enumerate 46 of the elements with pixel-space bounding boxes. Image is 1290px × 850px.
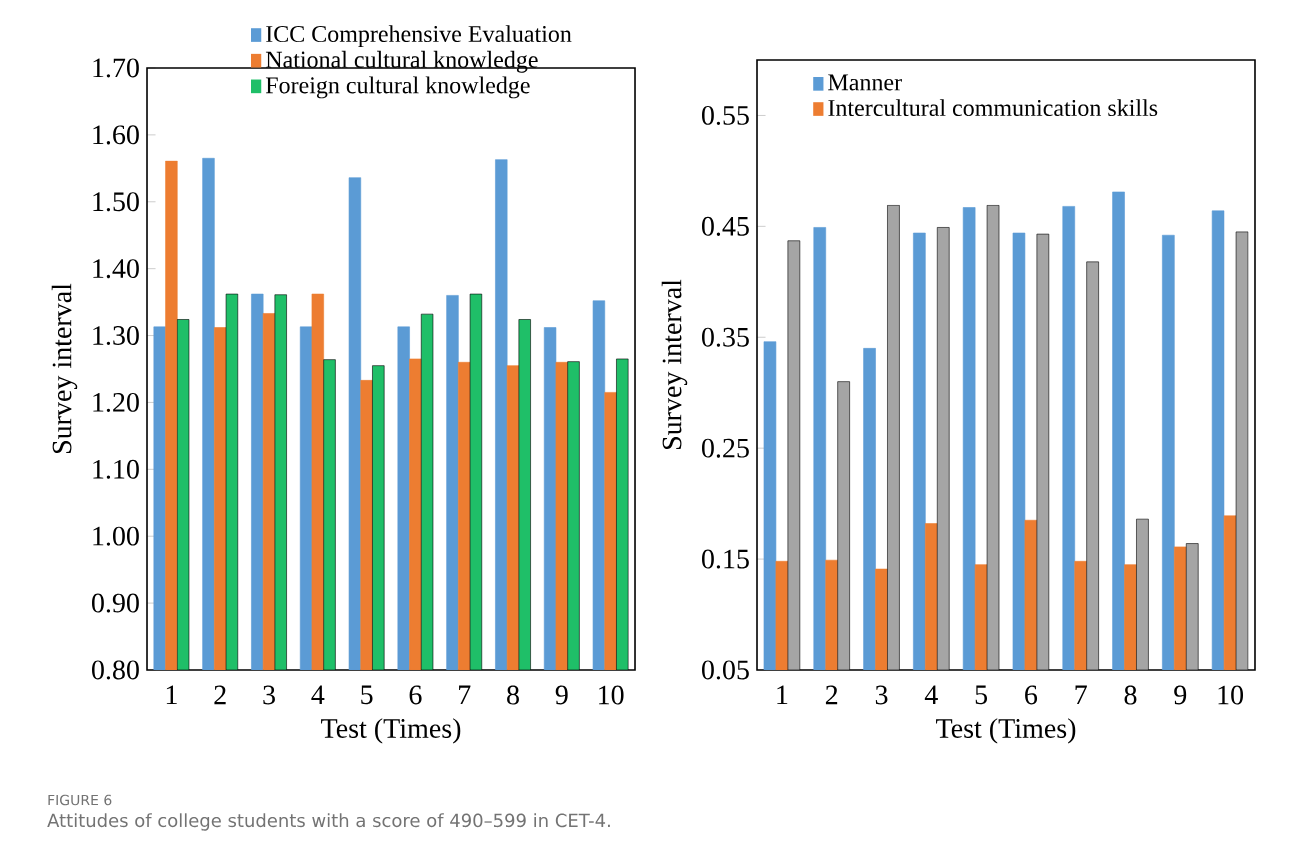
- y-tick-label: 1.60: [93, 125, 139, 145]
- text: Attitudes of college students with a score of 490–599 in CET-4.: [47, 813, 610, 831]
- x-axis-title: Test (Times): [321, 718, 461, 744]
- y-tick-label: 0.25: [702, 438, 749, 458]
- x-tick-label: 3: [263, 685, 275, 705]
- y-tick-label: 1.30: [93, 326, 139, 346]
- x-tick-label: 6: [1025, 685, 1038, 705]
- x-tick-label: 3: [875, 685, 888, 705]
- x-tick-label: 10: [599, 685, 624, 705]
- y-tick-label: 0.35: [702, 327, 749, 347]
- y-tick-label: 0.15: [702, 549, 749, 569]
- y-tick-label: 1.00: [93, 526, 139, 546]
- x-tick-label: 1: [777, 685, 788, 705]
- x-tick-label: 9: [555, 685, 568, 705]
- x-tick-label: 2: [825, 685, 838, 705]
- y-axis-title: Survey interval: [661, 279, 688, 450]
- caption: FIGURE 6: [48, 794, 112, 806]
- y-axis-title: Survey interval: [51, 283, 78, 454]
- x-tick-label: 8: [1124, 685, 1137, 705]
- x-tick-label: 5: [975, 685, 988, 705]
- x-tick-label: 7: [459, 685, 471, 704]
- x-tick-label: 1: [166, 685, 177, 705]
- y-tick-label: 1.10: [93, 459, 139, 479]
- y-tick-label: 1.70: [93, 58, 139, 78]
- legend-label: Foreign cultural knowledge: [265, 76, 530, 99]
- y-tick-label: 1.20: [93, 392, 139, 412]
- x-tick-label: 8: [507, 685, 519, 705]
- y-tick-label: 0.80: [92, 660, 139, 680]
- y-tick-label: 1.50: [93, 192, 139, 212]
- y-tick-label: 0.45: [702, 216, 749, 236]
- x-tick-label: 10: [1218, 685, 1244, 705]
- legend-label: Intercultural communication skills: [828, 99, 1158, 117]
- x-tick-label: 6: [409, 685, 422, 705]
- y-tick-label: 0.90: [92, 593, 139, 613]
- x-tick-label: 7: [1075, 685, 1087, 704]
- x-tick-label: 9: [1174, 685, 1187, 705]
- legend-label: Manner: [828, 74, 902, 91]
- y-tick-label: 0.05: [702, 660, 749, 680]
- x-tick-label: 4: [311, 685, 325, 705]
- x-tick-label: 2: [214, 685, 226, 705]
- legend-label: ICC Comprehensive Evaluation: [266, 25, 572, 47]
- y-tick-label: 0.55: [702, 105, 749, 125]
- x-axis-title: Test (Times): [936, 718, 1076, 744]
- y-tick-label: 1.40: [93, 259, 139, 279]
- x-tick-label: 4: [924, 685, 938, 705]
- x-tick-label: 5: [361, 685, 373, 705]
